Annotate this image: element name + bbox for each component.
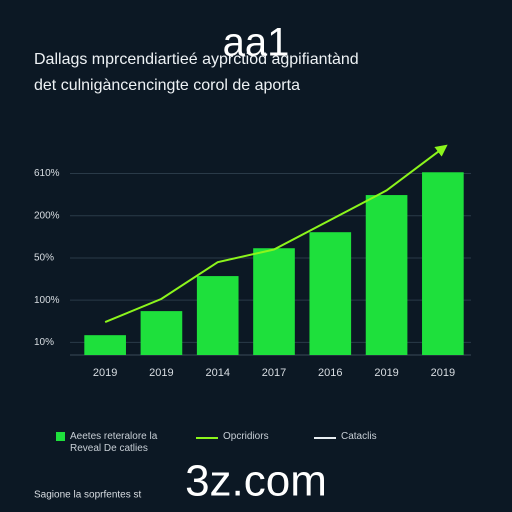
x-tick-label: 2019 (93, 367, 117, 379)
x-tick-label: 2019 (431, 367, 455, 379)
y-tick-label: 610% (34, 168, 60, 179)
bar (422, 172, 464, 355)
legend-item: Opcridiors (196, 431, 296, 443)
y-tick-label: 10% (34, 337, 54, 348)
legend-label: Opcridiors (223, 431, 269, 442)
legend-label: Cataclis (341, 431, 377, 442)
bar (309, 232, 352, 355)
chart-subtitle: det culnigàncencingte corol de aporta (34, 77, 300, 94)
watermark: aa1 (223, 21, 290, 65)
watermark: 3z.com (185, 457, 327, 506)
legend-swatch (314, 437, 336, 439)
x-tick-label: 2019 (149, 367, 173, 379)
y-tick-label: 100% (34, 295, 60, 306)
y-tick-label: 50% (34, 253, 54, 264)
legend-swatch (56, 432, 65, 441)
x-tick-label: 2016 (318, 367, 342, 379)
bar (196, 276, 239, 355)
bar (84, 335, 126, 355)
x-tick-label: 2019 (374, 367, 398, 379)
bar (140, 311, 183, 355)
chart-title: Dallags mprcendiartieé ayprctiod agpifia… (34, 51, 359, 68)
y-tick-label: 200% (34, 210, 60, 221)
legend-swatch (196, 437, 218, 439)
bar (365, 195, 408, 355)
line (104, 144, 448, 324)
x-tick-label: 2017 (262, 367, 286, 379)
bar (253, 248, 295, 355)
legend-label: Aeetes reteralore la Reveal De catlies (70, 431, 158, 454)
legend-item: Aeetes reteralore la Reveal De catlies (56, 431, 186, 455)
x-tick-label: 2014 (205, 367, 229, 379)
footer: Sagione la soprfentes st (34, 490, 142, 501)
legend-item: Cataclis (314, 431, 414, 443)
